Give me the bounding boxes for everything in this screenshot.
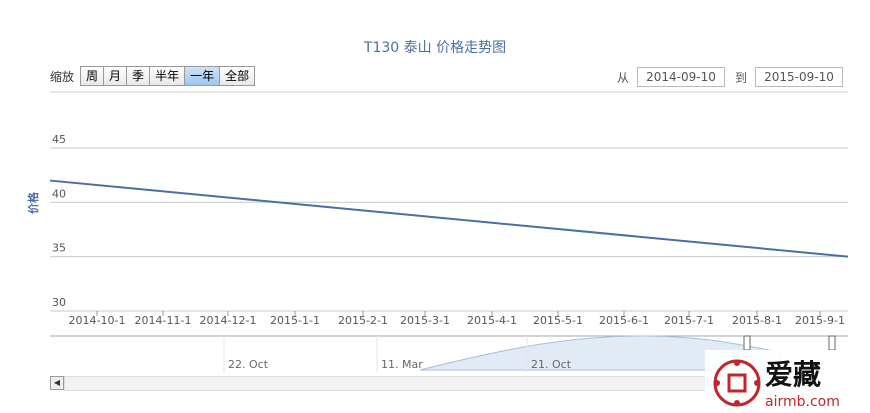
zoom-quarter-button[interactable]: 季 bbox=[126, 66, 150, 86]
navigator-handle-right[interactable] bbox=[828, 335, 836, 351]
x-tick-label: 2015-4-1 bbox=[467, 314, 517, 327]
zoom-week-button[interactable]: 周 bbox=[80, 66, 104, 86]
x-tick-label: 2015-7-1 bbox=[664, 314, 714, 327]
x-tick-label: 2015-9-1 bbox=[795, 314, 845, 327]
watermark-url: airmb.com bbox=[765, 394, 840, 410]
x-tick-label: 2014-10-1 bbox=[69, 314, 126, 327]
x-tick-label: 2015-5-1 bbox=[533, 314, 583, 327]
x-tick-layer: 2014-10-1 2014-11-1 2014-12-1 2015-1-1 2015-… bbox=[69, 311, 845, 327]
navigator: 22. Oct 11. Mar 21. Oct bbox=[50, 335, 848, 372]
range-from-input[interactable] bbox=[637, 67, 726, 87]
zoom-bar: 缩放 周 月 季 半年 一年 全部 bbox=[50, 66, 256, 86]
zoom-one-year-button[interactable]: 一年 bbox=[184, 66, 220, 86]
navigator-label: 11. Mar bbox=[381, 358, 423, 371]
range-to-label: 到 bbox=[735, 70, 748, 85]
navigator-label: 22. Oct bbox=[228, 358, 269, 371]
x-tick-label: 2014-12-1 bbox=[200, 314, 257, 327]
y-tick-label: 35 bbox=[52, 242, 66, 255]
navigator-label: 21. Oct bbox=[531, 358, 572, 371]
range-from-label: 从 bbox=[617, 70, 630, 85]
x-tick-label: 2015-3-1 bbox=[400, 314, 450, 327]
watermark-logo: 爱藏 airmb.com bbox=[705, 350, 870, 413]
zoom-all-button[interactable]: 全部 bbox=[219, 66, 256, 86]
watermark-cn: 爱藏 bbox=[765, 358, 821, 391]
x-tick-label: 2015-6-1 bbox=[599, 314, 649, 327]
price-series-line bbox=[49, 179, 849, 258]
grid-layer: 30 35 40 45 bbox=[50, 133, 848, 312]
navigator-handle-left[interactable] bbox=[743, 335, 751, 351]
navigator-area bbox=[419, 335, 781, 371]
y-tick-label: 40 bbox=[52, 187, 66, 200]
navigator-labels: 22. Oct 11. Mar 21. Oct bbox=[223, 336, 572, 372]
zoom-half-year-button[interactable]: 半年 bbox=[149, 66, 185, 86]
scrollbar-track[interactable] bbox=[64, 376, 706, 391]
range-to-input[interactable] bbox=[755, 67, 844, 87]
range-to: 到 bbox=[735, 67, 844, 87]
y-tick-label: 45 bbox=[52, 133, 66, 146]
x-tick-label: 2015-2-1 bbox=[338, 314, 388, 327]
y-axis-title: 价格 bbox=[26, 191, 40, 214]
chart-title: T130 泰山 价格走势图 bbox=[363, 40, 506, 56]
zoom-month-button[interactable]: 月 bbox=[103, 66, 127, 86]
x-tick-label: 2014-11-1 bbox=[135, 314, 192, 327]
y-tick-label: 30 bbox=[52, 296, 66, 309]
scrollbar-left-arrow[interactable]: ◀ bbox=[50, 376, 64, 390]
series-layer bbox=[49, 179, 849, 258]
zoom-label: 缩放 bbox=[50, 69, 75, 84]
x-tick-label: 2015-8-1 bbox=[732, 314, 782, 327]
x-tick-label: 2015-1-1 bbox=[270, 314, 320, 327]
range-from: 从 bbox=[617, 67, 726, 87]
